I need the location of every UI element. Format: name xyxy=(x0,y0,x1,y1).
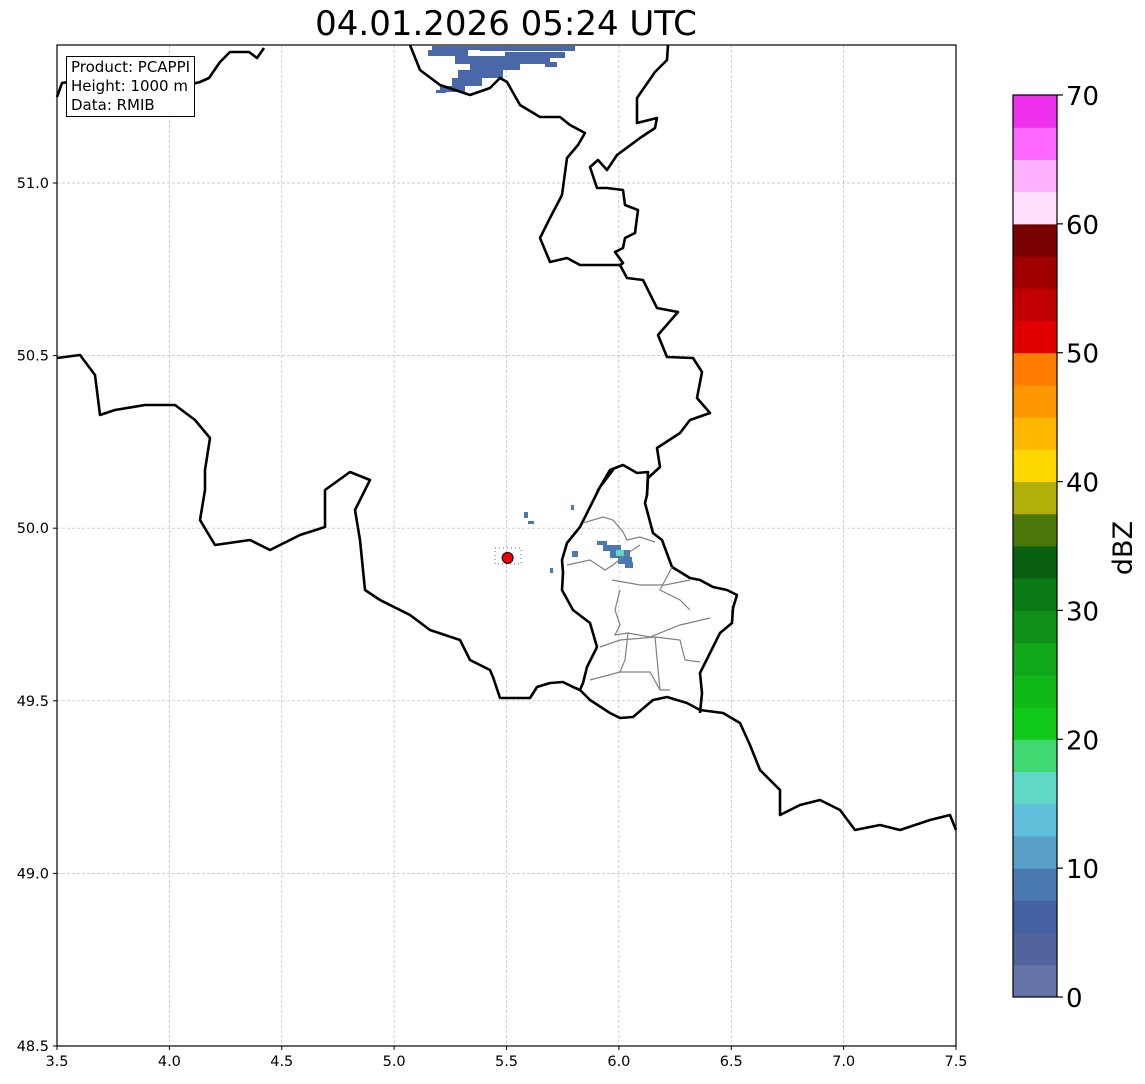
colorbar-tick-label: 70 xyxy=(1066,82,1099,112)
y-tick-label: 51.0 xyxy=(17,176,49,192)
colorbar-segment xyxy=(1013,674,1057,708)
border-line xyxy=(56,353,581,700)
colorbar-segment xyxy=(1013,900,1057,934)
colorbar-segment xyxy=(1013,707,1057,740)
colorbar-segment xyxy=(1013,803,1057,837)
info-height: Height: 1000 m xyxy=(71,77,188,95)
border-line xyxy=(408,44,739,714)
colorbar-segment xyxy=(1013,771,1057,805)
colorbar-frame xyxy=(1012,94,1058,998)
x-tick-label: 6.0 xyxy=(607,1054,630,1070)
colorbar-segment xyxy=(1013,384,1057,418)
x-axis-ticks: 3.5 4.0 4.5 5.0 5.5 6.0 6.5 7.0 7.5 xyxy=(45,1046,968,1070)
radar-site-marker xyxy=(501,551,514,564)
colorbar-segment xyxy=(1013,191,1057,225)
x-tick-label: 3.5 xyxy=(45,1054,68,1070)
colorbar-segment xyxy=(1013,417,1057,450)
colorbar-segment xyxy=(1013,288,1057,321)
colorbar-segment xyxy=(1013,610,1057,644)
gridlines xyxy=(57,45,956,1046)
border-line xyxy=(588,44,670,267)
colorbar-label: dBZ xyxy=(1108,521,1139,575)
colorbar-segment xyxy=(1013,868,1057,901)
colorbar-segment xyxy=(1013,481,1057,515)
x-tick-label: 5.5 xyxy=(495,1054,518,1070)
colorbar-tick-label: 10 xyxy=(1066,855,1099,885)
y-tick-label: 49.0 xyxy=(17,866,49,882)
y-tick-label: 50.0 xyxy=(17,521,49,537)
map-title: 04.01.2026 05:24 UTC xyxy=(315,4,697,44)
colorbar-segment xyxy=(1013,513,1057,547)
colorbar-tick-label: 0 xyxy=(1066,984,1083,1014)
colorbar-tick-label: 30 xyxy=(1066,597,1099,627)
colorbar-segment xyxy=(1013,578,1057,611)
border-line xyxy=(560,468,958,832)
district-borders xyxy=(566,516,711,691)
colorbar-segment xyxy=(1013,320,1057,354)
info-data-source: Data: RMIB xyxy=(71,96,155,114)
colorbar-segment xyxy=(1013,546,1057,579)
colorbar-tick-label: 40 xyxy=(1066,469,1099,499)
colorbar-segment xyxy=(1013,352,1057,386)
x-tick-label: 5.0 xyxy=(383,1054,406,1070)
colorbar-segment xyxy=(1013,159,1057,193)
x-tick-label: 4.5 xyxy=(270,1054,293,1070)
info-product: Product: PCAPPI xyxy=(71,58,191,76)
colorbar-segment xyxy=(1013,739,1057,772)
y-axis-ticks: 48.5 49.0 49.5 50.0 50.5 51.0 xyxy=(17,176,57,1055)
y-tick-label: 50.5 xyxy=(17,349,49,365)
colorbar-segment xyxy=(1013,127,1057,160)
x-tick-label: 7.5 xyxy=(944,1054,967,1070)
colorbar-segment xyxy=(1013,835,1057,869)
info-box: Product: PCAPPI Height: 1000 m Data: RMI… xyxy=(66,56,196,117)
x-tick-label: 7.0 xyxy=(832,1054,855,1070)
y-tick-label: 48.5 xyxy=(17,1039,49,1055)
colorbar-segment xyxy=(1013,256,1057,289)
colorbar-tick-label: 60 xyxy=(1066,211,1099,241)
colorbar-tick-label: 20 xyxy=(1066,726,1099,756)
colorbar-segment xyxy=(1013,932,1057,966)
x-tick-label: 4.0 xyxy=(158,1054,181,1070)
colorbar-segment xyxy=(1013,449,1057,483)
x-tick-label: 6.5 xyxy=(720,1054,743,1070)
colorbar-segment xyxy=(1013,95,1057,128)
colorbar-tick-label: 50 xyxy=(1066,340,1099,370)
border-line xyxy=(609,463,650,496)
country-borders xyxy=(55,44,958,832)
colorbar-segment xyxy=(1013,223,1057,257)
y-tick-label: 49.5 xyxy=(17,694,49,710)
radar-echoes xyxy=(428,46,633,573)
colorbar-segment xyxy=(1013,964,1057,998)
colorbar-segment xyxy=(1013,642,1057,676)
colorbar: 0 10 20 30 40 50 60 70 xyxy=(1012,82,1099,1014)
